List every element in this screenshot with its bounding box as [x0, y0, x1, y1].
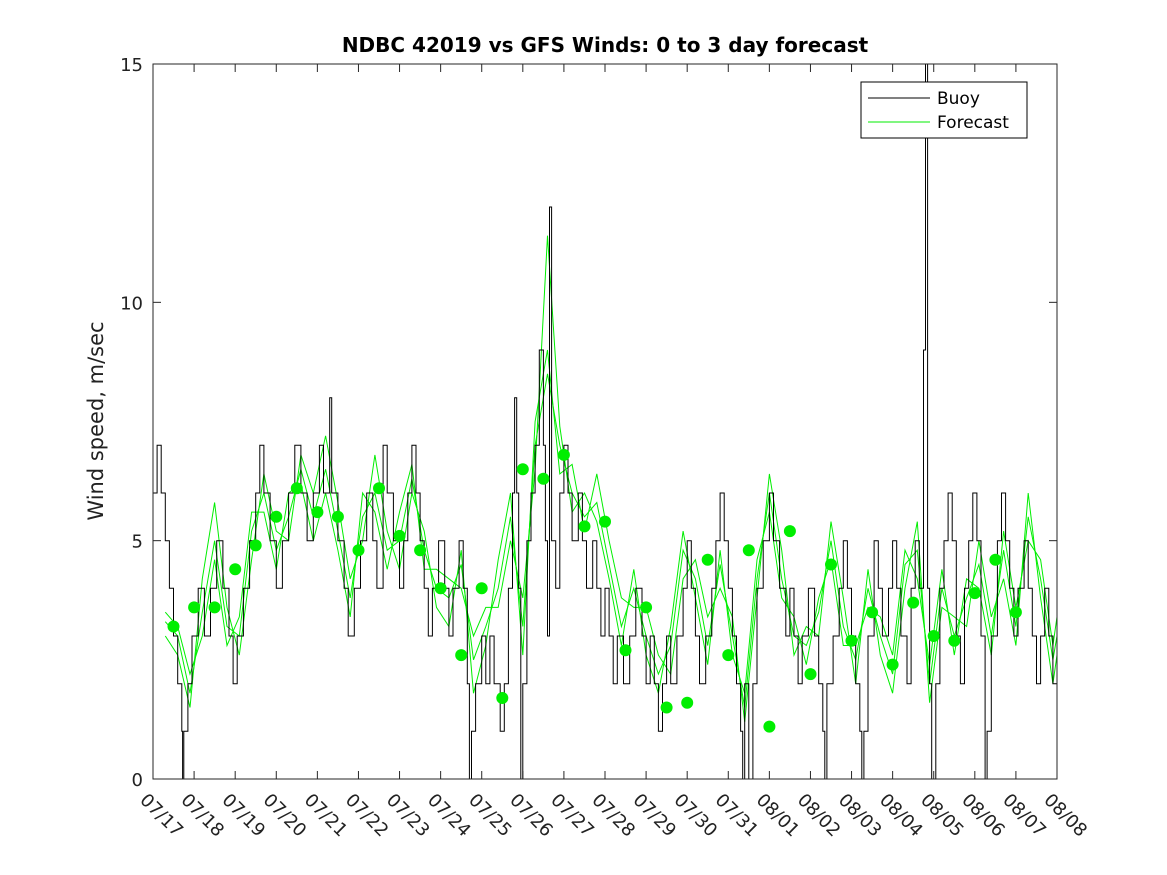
- forecast-marker-27: [701, 553, 714, 566]
- forecast-marker-37: [907, 596, 920, 609]
- forecast-marker-26: [681, 696, 694, 709]
- forecast-marker-21: [578, 520, 591, 533]
- forecast-marker-5: [249, 539, 262, 552]
- forecast-marker-15: [455, 649, 468, 662]
- forecast-marker-13: [414, 544, 427, 557]
- forecast-marker-42: [1009, 606, 1022, 619]
- forecast-marker-20: [557, 448, 570, 461]
- forecast-line-2: [164, 349, 1057, 722]
- forecast-marker-19: [537, 472, 550, 485]
- forecast-marker-40: [968, 587, 981, 600]
- forecast-marker-9: [331, 510, 344, 523]
- forecast-marker-10: [352, 544, 365, 557]
- x-tick-label: 07/23: [382, 790, 434, 842]
- x-tick-label: 07/21: [300, 790, 352, 842]
- x-tick-label: 07/20: [259, 790, 311, 842]
- x-tick-label: 08/08: [1039, 790, 1091, 842]
- x-tick-label: 07/18: [177, 790, 229, 842]
- forecast-marker-38: [927, 630, 940, 642]
- x-tick-label: 08/01: [752, 790, 804, 842]
- legend-box: [860, 81, 1028, 139]
- x-tick-label: 07/22: [341, 790, 393, 842]
- forecast-marker-24: [640, 601, 653, 614]
- forecast-marker-32: [804, 668, 817, 681]
- x-tick-label: 08/06: [957, 790, 1009, 842]
- plot-area: [153, 64, 1057, 779]
- forecast-marker-14: [434, 582, 447, 595]
- forecast-marker-25: [660, 701, 673, 714]
- forecast-marker-34: [845, 634, 858, 647]
- forecast-marker-4: [229, 563, 242, 576]
- legend: Buoy Forecast: [860, 81, 1028, 139]
- x-tick-label: 08/05: [916, 790, 968, 842]
- x-tick-label: 07/24: [423, 790, 475, 842]
- y-tick-label: 15: [120, 55, 143, 76]
- x-tick-label: 07/25: [464, 790, 516, 842]
- x-tick-label: 08/02: [793, 790, 845, 842]
- forecast-marker-17: [496, 692, 509, 704]
- y-tick-label: 10: [120, 293, 143, 314]
- x-tick-label: 08/07: [998, 790, 1050, 842]
- forecast-marker-6: [270, 510, 283, 523]
- forecast-marker-35: [866, 606, 879, 619]
- forecast-marker-18: [516, 463, 529, 476]
- x-tick-label: 07/17: [135, 790, 187, 842]
- forecast-marker-39: [948, 634, 961, 647]
- y-tick-label: 5: [132, 532, 143, 553]
- forecast-marker-22: [599, 515, 611, 528]
- x-tick-label: 07/27: [546, 790, 598, 842]
- x-tick-label: 07/28: [587, 790, 639, 842]
- x-tick-label: 08/03: [834, 790, 886, 842]
- forecast-marker-1: [167, 620, 180, 633]
- plot-clip-group: [153, 64, 1057, 779]
- forecast-marker-2: [188, 601, 201, 614]
- chart-title: NDBC 42019 vs GFS Winds: 0 to 3 day fore…: [342, 33, 869, 57]
- y-tick-label: 0: [132, 770, 143, 791]
- x-tick-label: 07/30: [670, 790, 722, 842]
- x-tick-label: 07/26: [505, 790, 557, 842]
- legend-label-buoy: Buoy: [937, 89, 980, 109]
- axes: 05101507/1707/1807/1907/2007/2107/2207/2…: [120, 55, 1091, 841]
- x-tick-label: 08/04: [875, 790, 927, 842]
- buoy-line: [153, 64, 1057, 779]
- forecast-marker-8: [311, 506, 324, 519]
- forecast-marker-33: [825, 558, 837, 571]
- forecast-marker-7: [290, 482, 303, 495]
- forecast-marker-11: [373, 482, 385, 495]
- forecast-marker-36: [886, 658, 899, 671]
- forecast-marker-41: [989, 553, 1002, 566]
- forecast-marker-30: [763, 720, 776, 733]
- x-tick-label: 07/19: [218, 790, 270, 842]
- plot-frame: [152, 63, 1058, 780]
- forecast-marker-31: [783, 525, 796, 538]
- forecast-marker-3: [208, 601, 221, 614]
- y-axis-label: Wind speed, m/sec: [84, 321, 108, 520]
- x-tick-label: 07/31: [711, 790, 763, 842]
- legend-label-forecast: Forecast: [937, 113, 1009, 133]
- x-tick-label: 07/29: [629, 790, 681, 842]
- forecast-marker-29: [742, 544, 755, 557]
- forecast-marker-28: [722, 649, 735, 662]
- forecast-marker-16: [475, 582, 488, 595]
- forecast-marker-12: [393, 529, 406, 542]
- forecast-marker-23: [619, 644, 632, 657]
